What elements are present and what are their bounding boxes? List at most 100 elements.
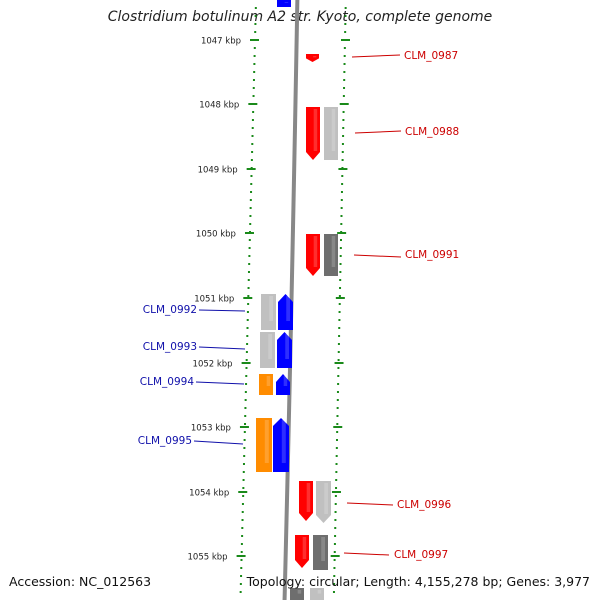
ruler-left-dot xyxy=(251,127,254,129)
gene-label: CLM_0992 xyxy=(143,304,197,316)
ruler-left-dot xyxy=(254,31,257,33)
gene-block-clm-0994-sub xyxy=(259,374,273,395)
ruler-left-dot xyxy=(239,591,242,593)
gene-block-clm-0993-shade xyxy=(285,334,289,359)
ruler-right-dot xyxy=(340,223,343,225)
ruler-left-dot xyxy=(242,495,245,497)
ruler-right-dot xyxy=(336,431,339,433)
ruler-left-dot xyxy=(244,407,247,409)
ruler-left-dot xyxy=(246,335,249,337)
ruler-left-dot xyxy=(244,415,247,417)
ruler-right-dot xyxy=(340,215,343,217)
gene-block-clm-0995-shade xyxy=(281,420,286,463)
gene-block-clm-0992-sub-shade xyxy=(269,296,273,321)
ruler-right-dot xyxy=(338,327,341,329)
ruler-tick-label: 1048 kbp xyxy=(199,101,239,111)
gene-block-clm-0996-sub-body xyxy=(316,481,331,523)
ruler-left-dot xyxy=(248,255,251,257)
ruler-left-dot xyxy=(253,63,256,65)
ruler-left-dot xyxy=(247,279,250,281)
gene-label-leader xyxy=(351,54,401,58)
ruler-left-dot xyxy=(252,111,255,113)
gene-block-clm-0994-sub-body xyxy=(259,374,273,395)
gene-block-clm-0988-body xyxy=(306,107,320,160)
ruler-left-dot xyxy=(242,479,245,481)
ruler-left-dot xyxy=(249,223,252,225)
gene-label-leader xyxy=(354,130,402,134)
ruler-left-dot xyxy=(250,191,253,193)
ruler-left-dot xyxy=(249,199,252,201)
gene-block-clm-0996 xyxy=(299,481,313,521)
gene-label-leader xyxy=(193,440,244,445)
ruler-right-dot xyxy=(339,271,342,273)
gene-block-clm-0992 xyxy=(278,294,293,330)
gene-block-clm-0997-sub-shade xyxy=(321,537,325,561)
ruler-right-dot xyxy=(342,127,345,129)
ruler-right-dot xyxy=(336,399,339,401)
gene-label-leader xyxy=(346,502,394,506)
gene-block-clm-0992-body xyxy=(278,294,293,330)
gene-block-clm-0996-body xyxy=(299,481,313,521)
ruler-right-dot xyxy=(335,479,338,481)
ruler-left-dot xyxy=(247,295,250,297)
gene-block-top-shade xyxy=(284,2,289,3)
ruler-right-dot xyxy=(337,367,340,369)
ruler-left-dot xyxy=(239,583,242,585)
ruler-left-dot xyxy=(253,55,256,57)
ruler-right-dot xyxy=(341,143,344,145)
gene-block-clm-0987-body xyxy=(306,54,319,62)
gene-block-clm-0995-sub-shade xyxy=(264,420,269,463)
ruler-left-dot xyxy=(244,399,247,401)
ruler-left-dot xyxy=(251,119,254,121)
gene-block-clm-0988-sub xyxy=(324,107,338,160)
ruler-right-dot xyxy=(335,471,338,473)
ruler-right-dot xyxy=(334,503,337,505)
gene-block-bottom-1 xyxy=(290,588,304,600)
gene-label: CLM_0995 xyxy=(138,435,192,447)
gene-block-clm-0987-shade xyxy=(313,56,317,58)
ruler-left-dot xyxy=(245,375,248,377)
gene-block-clm-0993-sub-body xyxy=(260,332,275,368)
gene-block-clm-0996-shade xyxy=(306,483,311,512)
ruler-right-dot xyxy=(336,439,338,441)
gene-block-clm-0993-body xyxy=(277,332,292,368)
ruler-right-dot xyxy=(341,151,344,153)
gene-block-clm-0994-shade xyxy=(283,376,288,386)
gene-block-top xyxy=(277,0,291,7)
ruler-right-dot xyxy=(337,383,340,385)
ruler-right-dot xyxy=(338,303,341,305)
ruler-left-dot xyxy=(246,327,249,329)
gene-block-clm-0992-sub-body xyxy=(261,294,276,330)
ruler-right-dot xyxy=(334,527,337,529)
ruler-right-dot xyxy=(343,79,346,81)
gene-block-clm-0995 xyxy=(273,418,289,472)
ruler-left-dot xyxy=(248,263,251,265)
ruler-left-dot xyxy=(244,391,247,393)
ruler-left-dot xyxy=(242,463,245,465)
gene-label: CLM_0994 xyxy=(140,376,195,388)
ruler-left-dot xyxy=(244,423,247,425)
ruler-right-dot xyxy=(343,55,346,57)
ruler-left-dot xyxy=(243,447,246,449)
ruler-left-dot xyxy=(253,47,256,49)
ruler-tick-label: 1047 kbp xyxy=(201,37,241,47)
ruler-right-dot xyxy=(339,287,342,289)
genome-summary: Topology: circular; Length: 4,155,278 bp… xyxy=(246,574,590,589)
gene-block-clm-0988-sub-shade xyxy=(331,109,336,151)
ruler-left-dot xyxy=(250,183,253,185)
ruler-left-dot xyxy=(253,71,256,73)
gene-block-clm-0997 xyxy=(295,535,309,568)
ruler-left-dot xyxy=(247,271,250,273)
ruler-right-dot xyxy=(333,583,336,585)
ruler-left-dot xyxy=(243,439,246,441)
ruler-left-dot xyxy=(252,95,255,97)
ruler-right-dot xyxy=(335,487,338,489)
ruler-left-dot xyxy=(240,575,243,577)
ruler-left-dot xyxy=(252,79,255,81)
gene-label-leader xyxy=(198,346,246,350)
ruler-right-dot xyxy=(340,239,342,241)
ruler-right-dot xyxy=(344,31,347,33)
ruler-left-dot xyxy=(242,471,245,473)
gene-block-clm-0994-sub-shade xyxy=(266,376,271,386)
